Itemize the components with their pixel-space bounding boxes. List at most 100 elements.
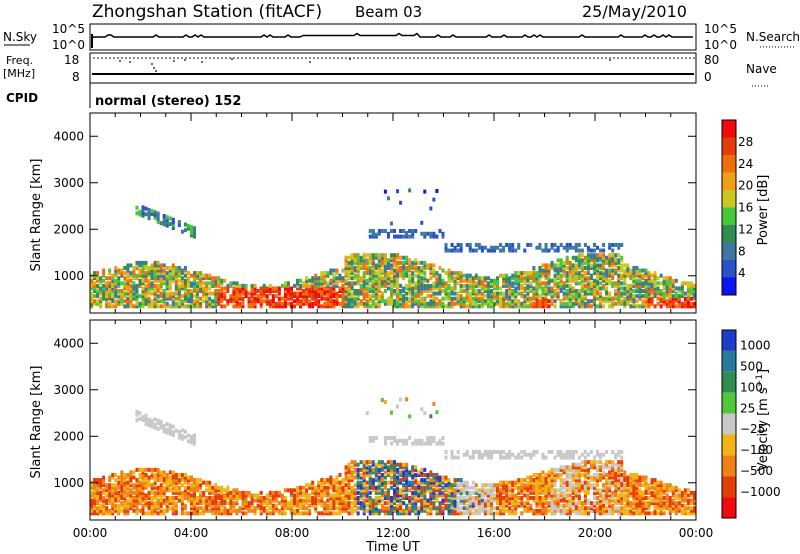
- range-cell: [626, 263, 630, 268]
- range-cell: [456, 449, 460, 454]
- range-cell: [405, 234, 409, 239]
- range-cell: [429, 498, 433, 503]
- range-cell: [547, 480, 551, 485]
- range-cell: [480, 488, 484, 493]
- nsearch-tick-top: 10^5: [704, 22, 737, 36]
- range-cell: [517, 281, 521, 286]
- range-cell: [520, 301, 524, 306]
- range-cell: [214, 296, 218, 301]
- range-cell: [102, 483, 106, 488]
- range-cell: [371, 278, 375, 283]
- range-cell: [408, 506, 412, 511]
- range-cell: [605, 273, 609, 278]
- range-cell: [211, 301, 215, 306]
- range-cell: [135, 496, 139, 500]
- range-cell: [165, 488, 169, 493]
- range-cell: [205, 501, 209, 506]
- range-cell: [565, 283, 569, 288]
- range-cell: [562, 296, 566, 301]
- range-cell: [371, 258, 375, 263]
- range-cell: [553, 248, 557, 253]
- range-cell: [477, 289, 481, 293]
- range-cell: [650, 289, 654, 293]
- range-cell: [332, 493, 336, 498]
- range-cell: [156, 265, 160, 270]
- range-cell: [123, 278, 127, 283]
- range-cell: [180, 276, 184, 281]
- range-cell: [614, 485, 618, 490]
- range-cell: [377, 501, 381, 506]
- range-cell: [383, 436, 387, 440]
- range-cell: [174, 278, 178, 283]
- range-cell: [329, 511, 333, 516]
- range-cell: [556, 449, 560, 454]
- range-cell: [235, 498, 239, 503]
- range-cell: [511, 511, 515, 516]
- range-cell: [314, 281, 318, 286]
- range-cell: [347, 271, 351, 276]
- range-cell: [171, 501, 175, 506]
- range-cell: [611, 511, 615, 516]
- range-cell: [341, 278, 345, 283]
- range-cell: [453, 283, 457, 288]
- range-cell: [477, 498, 481, 503]
- range-cell: [123, 493, 127, 498]
- range-cell: [465, 449, 469, 454]
- range-cell: [356, 260, 360, 265]
- range-cell: [629, 289, 633, 293]
- range-cell: [217, 496, 221, 500]
- range-cell: [165, 498, 169, 503]
- range-cell: [577, 480, 581, 485]
- range-cell: [556, 503, 560, 508]
- range-cell: [177, 478, 181, 483]
- range-cell: [508, 511, 512, 516]
- range-cell: [123, 294, 127, 299]
- range-cell: [480, 490, 484, 495]
- range-cell: [214, 483, 218, 488]
- range-cell: [529, 296, 533, 301]
- range-cell: [326, 485, 330, 490]
- range-cell: [429, 493, 433, 498]
- range-cell: [389, 436, 393, 440]
- range-cell: [496, 299, 500, 304]
- range-cell: [93, 286, 97, 291]
- range-cell: [559, 283, 563, 288]
- range-cell: [468, 503, 472, 508]
- range-cell: [629, 483, 633, 488]
- range-cell: [617, 488, 621, 493]
- range-cell: [323, 278, 327, 283]
- range-cell: [132, 276, 136, 281]
- range-cell: [241, 503, 245, 508]
- range-cell: [374, 465, 378, 470]
- range-cell: [368, 229, 372, 233]
- range-cell: [565, 289, 569, 293]
- range-cell: [359, 289, 363, 293]
- range-cell: [502, 278, 506, 283]
- range-cell: [383, 480, 387, 485]
- range-cell: [377, 255, 381, 260]
- range-cell: [214, 508, 218, 513]
- range-cell: [159, 485, 163, 490]
- range-cell: [447, 294, 451, 299]
- range-cell: [444, 485, 448, 490]
- range-cell: [486, 283, 490, 288]
- range-cell: [126, 304, 130, 309]
- range-cell: [132, 271, 136, 276]
- range-cell: [308, 291, 312, 296]
- range-cell: [162, 472, 166, 477]
- range-cell: [283, 296, 287, 301]
- range-cell: [529, 276, 533, 281]
- range-cell: [226, 289, 230, 293]
- range-cell: [356, 291, 360, 296]
- range-cell: [550, 289, 554, 293]
- range-cell: [417, 268, 421, 273]
- range-cell: [574, 299, 578, 304]
- range-cell: [150, 498, 154, 503]
- range-cell: [329, 475, 333, 480]
- range-cell: [408, 436, 412, 440]
- range-cell: [420, 301, 424, 306]
- range-cell: [474, 276, 478, 281]
- range-cell: [193, 299, 197, 304]
- range-cell: [547, 263, 551, 268]
- range-cell: [438, 441, 442, 446]
